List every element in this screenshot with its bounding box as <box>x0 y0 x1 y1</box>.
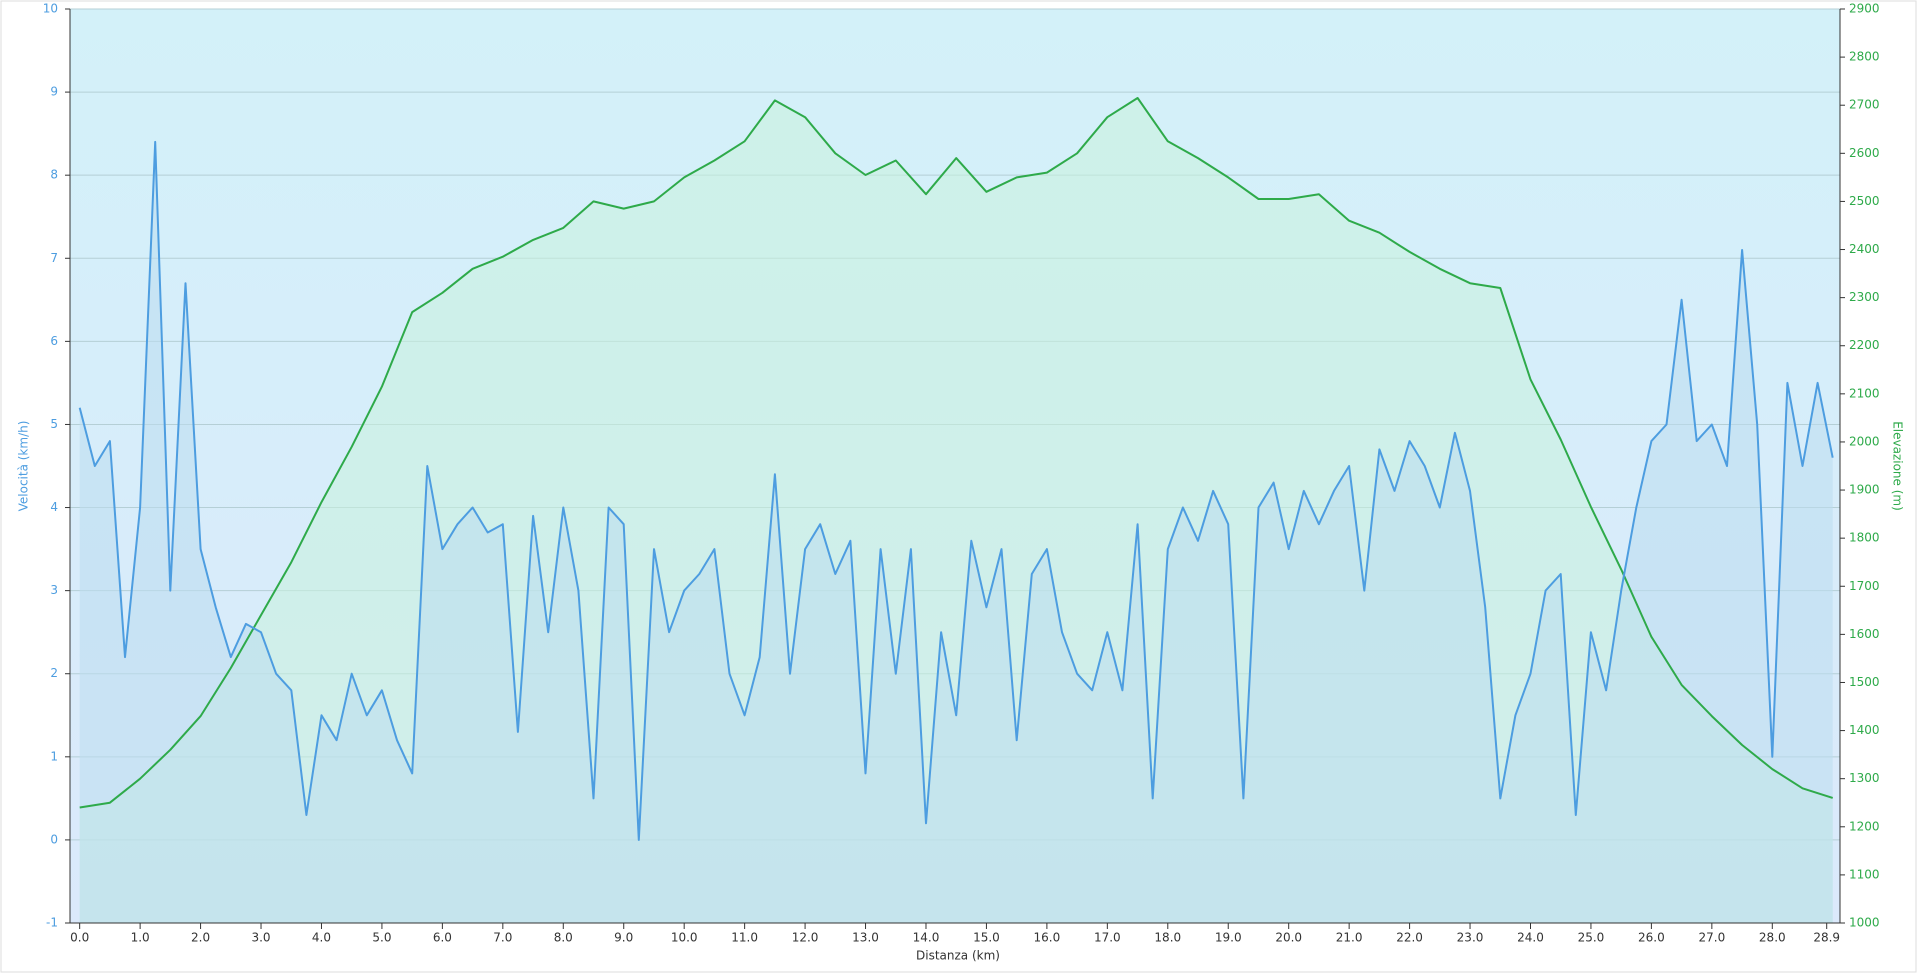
y2-tick-label: 1100 <box>1849 867 1880 881</box>
x-tick-label: 14.0 <box>913 931 940 945</box>
x-tick-label: 20.0 <box>1275 931 1302 945</box>
x-tick-label: 7.0 <box>493 931 512 945</box>
y2-tick-label: 2700 <box>1849 98 1880 112</box>
x-tick-label: 18.0 <box>1154 931 1181 945</box>
y2-tick-label: 1700 <box>1849 579 1880 593</box>
y2-tick-label: 2300 <box>1849 290 1880 304</box>
x-tick-label: 19.0 <box>1215 931 1242 945</box>
y2-tick-label: 1500 <box>1849 675 1880 689</box>
x-tick-label: 2.0 <box>191 931 210 945</box>
y2-tick-label: 2500 <box>1849 194 1880 208</box>
y-tick-label: 7 <box>50 251 58 265</box>
x-tick-label: 28.0 <box>1759 931 1786 945</box>
y-tick-label: 2 <box>50 666 58 680</box>
y-tick-label: 1 <box>50 749 58 763</box>
y-axis-title: Velocità (km/h) <box>17 421 31 512</box>
y-tick-label: 3 <box>50 583 58 597</box>
x-tick-label: 28.9 <box>1813 931 1840 945</box>
x-tick-label: 24.0 <box>1517 931 1544 945</box>
x-axis-title: Distanza (km) <box>916 949 1000 963</box>
y2-tick-label: 2400 <box>1849 242 1880 256</box>
x-tick-label: 6.0 <box>433 931 452 945</box>
x-tick-label: 17.0 <box>1094 931 1121 945</box>
x-tick-label: 15.0 <box>973 931 1000 945</box>
x-tick-label: 27.0 <box>1698 931 1725 945</box>
series-line <box>79 97 1834 809</box>
y-tick-label: 6 <box>50 334 58 348</box>
y-tick-label: 0 <box>50 832 58 846</box>
y2-tick-label: 2900 <box>1849 2 1880 16</box>
series-area <box>79 141 1833 923</box>
y2-tick-label: 1200 <box>1849 819 1880 833</box>
y-tick-label: 8 <box>50 168 58 182</box>
x-tick-label: 0.0 <box>70 931 89 945</box>
x-tick-label: 12.0 <box>792 931 819 945</box>
x-tick-label: 13.0 <box>852 931 879 945</box>
x-tick-label: 11.0 <box>731 931 758 945</box>
y2-tick-label: 2200 <box>1849 338 1880 352</box>
y2-tick-label: 2100 <box>1849 386 1880 400</box>
y2-tick-label: 1800 <box>1849 531 1880 545</box>
x-tick-label: 4.0 <box>312 931 331 945</box>
x-tick-label: 5.0 <box>372 931 391 945</box>
x-tick-label: 25.0 <box>1578 931 1605 945</box>
x-tick-label: 23.0 <box>1457 931 1484 945</box>
y-tick-label: -1 <box>46 916 58 930</box>
y2-tick-label: 1600 <box>1849 627 1880 641</box>
y2-tick-label: 1400 <box>1849 723 1880 737</box>
y2-tick-label: 1300 <box>1849 771 1880 785</box>
x-tick-label: 16.0 <box>1034 931 1061 945</box>
y2-tick-label: 2600 <box>1849 146 1880 160</box>
y-tick-label: 10 <box>43 2 58 16</box>
y-tick-label: 5 <box>50 417 58 431</box>
x-tick-label: 21.0 <box>1336 931 1363 945</box>
y2-tick-label: 2000 <box>1849 434 1880 448</box>
y-tick-label: 9 <box>50 85 58 99</box>
x-tick-label: 3.0 <box>251 931 270 945</box>
x-tick-label: 8.0 <box>554 931 573 945</box>
x-tick-label: 10.0 <box>671 931 698 945</box>
x-tick-label: 9.0 <box>614 931 633 945</box>
y2-tick-label: 2800 <box>1849 50 1880 64</box>
y-tick-label: 4 <box>50 500 58 514</box>
x-tick-label: 26.0 <box>1638 931 1665 945</box>
y2-axis-title: Elevazione (m) <box>1891 421 1905 511</box>
y2-tick-label: 1900 <box>1849 483 1880 497</box>
y2-tick-label: 1000 <box>1849 916 1880 930</box>
series-line <box>78 140 1834 841</box>
x-tick-label: 1.0 <box>131 931 150 945</box>
x-tick-label: 22.0 <box>1396 931 1423 945</box>
